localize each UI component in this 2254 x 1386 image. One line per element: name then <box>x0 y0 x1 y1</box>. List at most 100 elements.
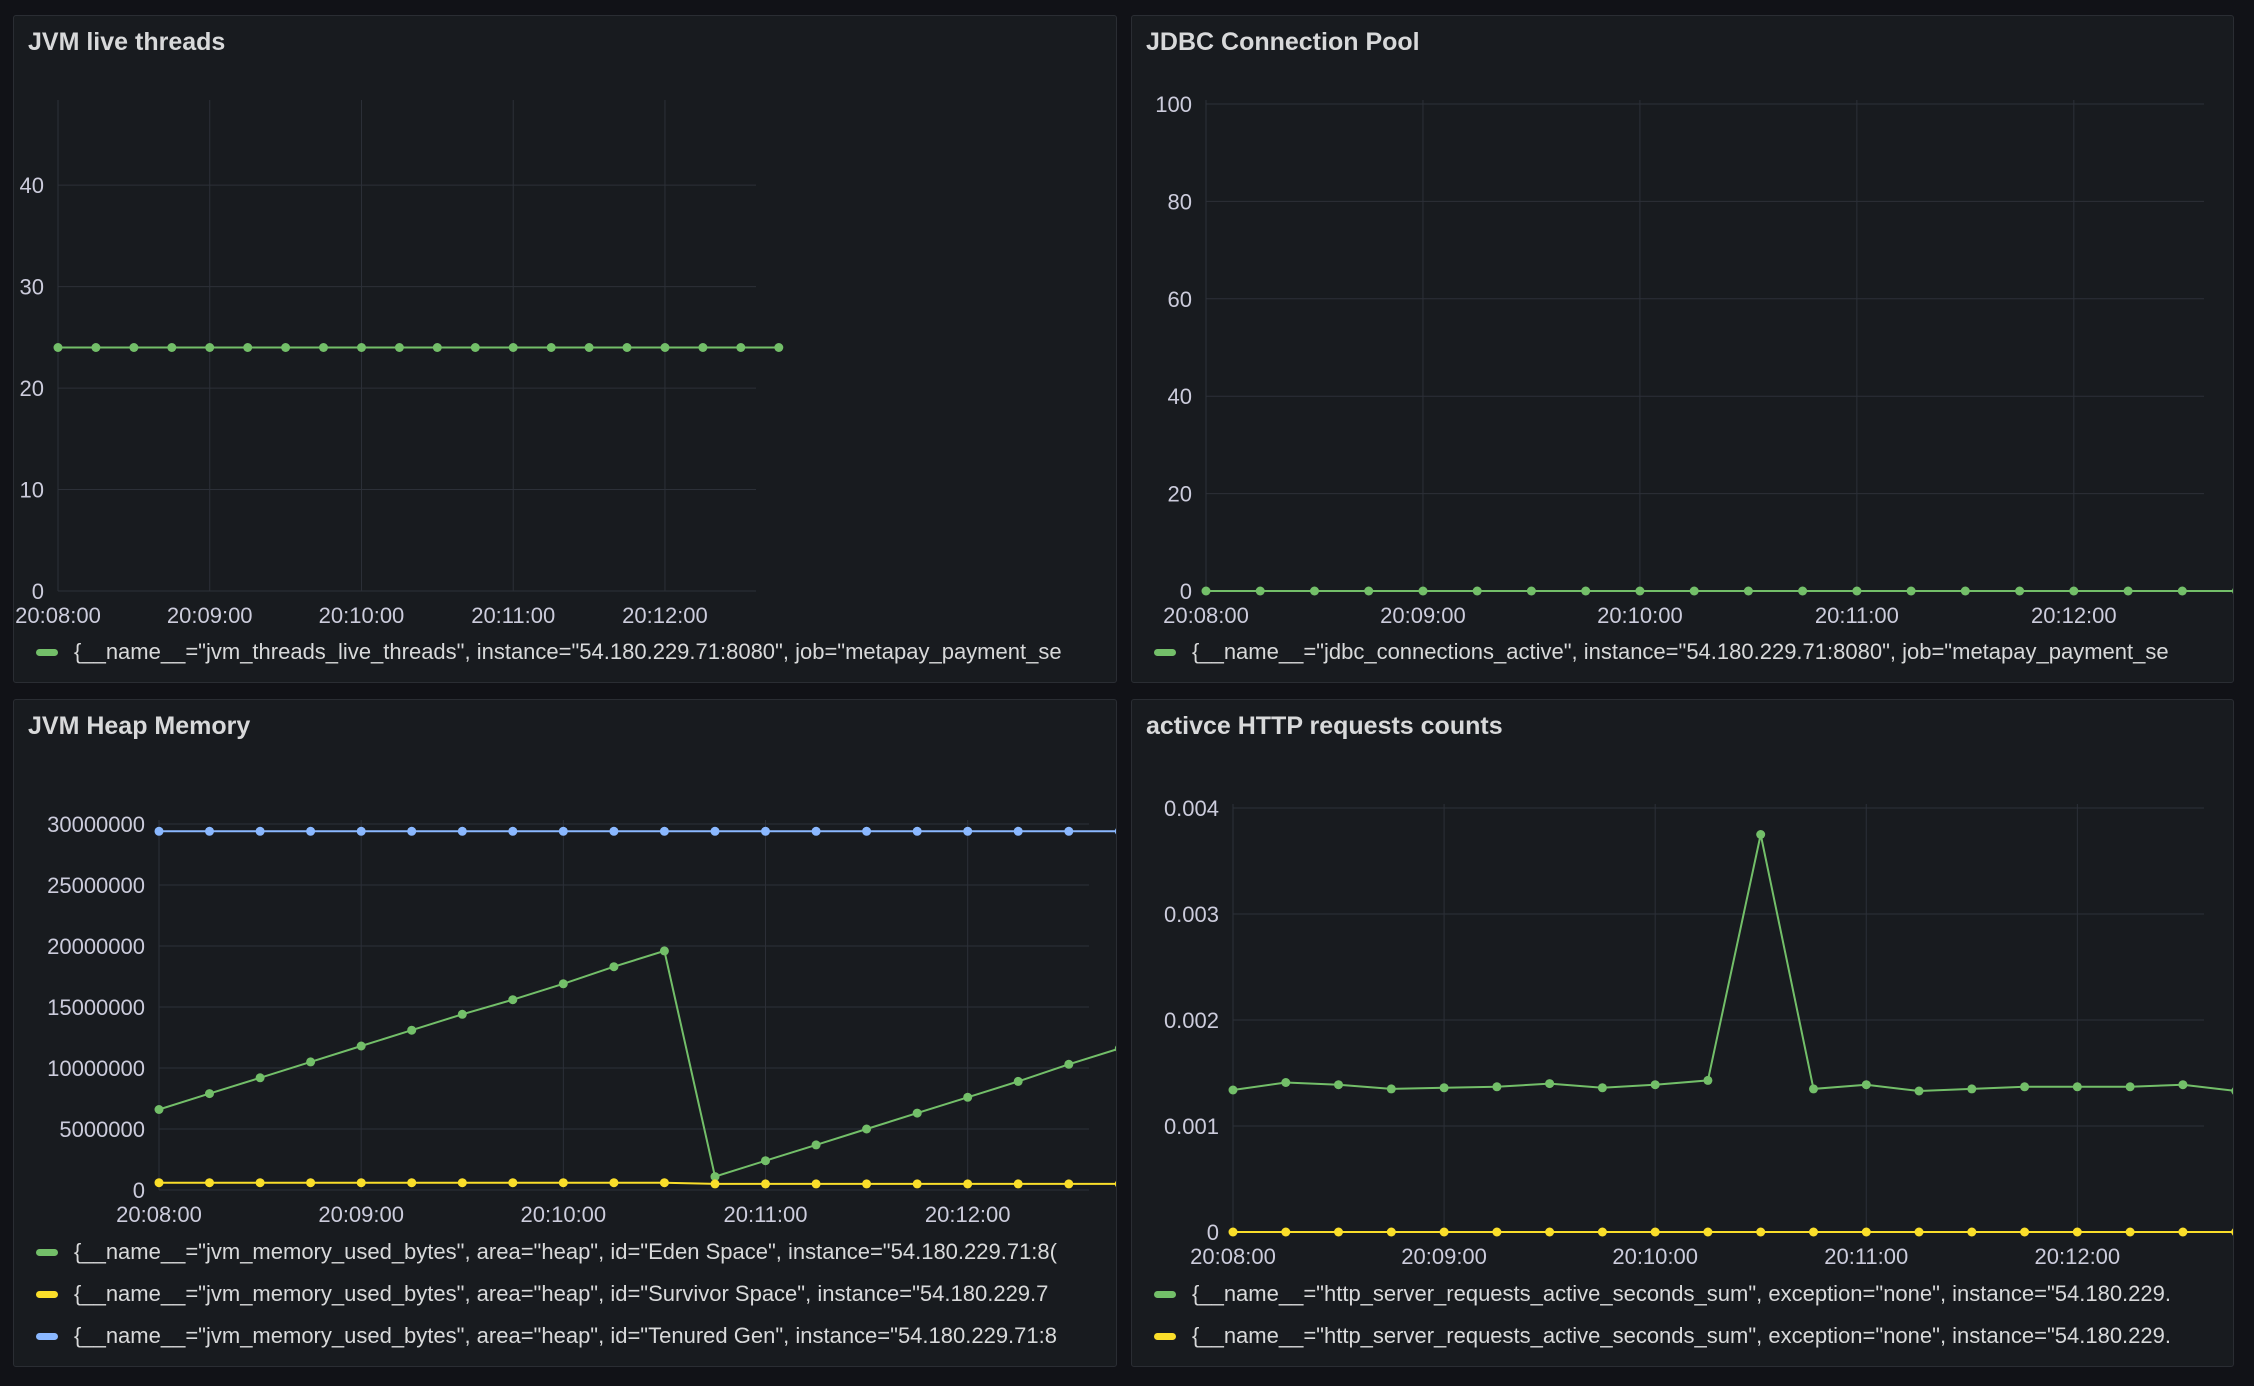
data-point <box>2072 1082 2082 1092</box>
legend-item[interactable]: {__name__="jvm_memory_used_bytes", area=… <box>36 1273 1116 1315</box>
data-point <box>811 1179 821 1189</box>
data-point <box>356 1041 366 1051</box>
data-point <box>2125 1227 2135 1237</box>
y-tick-label: 30000000 <box>47 812 145 837</box>
panel-jvm-heap-memory: JVM Heap Memory 0 5000000 10000000 15000000… <box>13 699 1117 1367</box>
data-point <box>609 1178 619 1188</box>
legend-swatch <box>36 1290 58 1298</box>
x-tick-label: 20:10:00 <box>1612 1244 1698 1269</box>
panel-jdbc-connection-pool: JDBC Connection Pool 0 20 40 60 80 100 20:08:0… <box>1131 15 2234 683</box>
chart-jvm-live-threads: 0 10 20 30 40 20:08:00 20:09:00 20:10:00 20:11:0… <box>15 100 784 628</box>
data-point <box>1545 1227 1555 1237</box>
legend-item[interactable]: {__name__="http_server_requests_active_s… <box>1154 1273 2233 1315</box>
legend-swatch <box>36 1248 58 1256</box>
legend-item[interactable]: {__name__="http_server_requests_active_s… <box>1154 1315 2233 1357</box>
legend-label: {__name__="jvm_threads_live_threads", in… <box>74 639 1062 664</box>
data-point <box>306 1178 316 1188</box>
chart-legend: {__name__="http_server_requests_active_s… <box>1154 1273 2233 1357</box>
data-point <box>1703 1227 1713 1237</box>
data-point <box>736 343 746 352</box>
y-tick-label: 100 <box>1155 92 1192 117</box>
data-point <box>1364 586 1374 596</box>
data-point <box>1064 1179 1074 1189</box>
legend-item[interactable]: {__name__="jvm_memory_used_bytes", area=… <box>36 1315 1116 1357</box>
data-point <box>1334 1227 1343 1237</box>
x-tick-label: 20:11:00 <box>724 1202 808 1227</box>
legend-item[interactable]: {__name__="jdbc_connections_active", ins… <box>1154 631 2233 673</box>
data-point <box>1386 1084 1396 1094</box>
y-tick-label: 0.002 <box>1164 1008 1219 1033</box>
data-point <box>963 1092 973 1102</box>
data-point <box>1064 1059 1074 1069</box>
data-point <box>912 1179 922 1189</box>
data-point <box>1914 1086 1924 1096</box>
panel-title[interactable]: JVM live threads <box>28 28 226 56</box>
data-point <box>2125 1082 2135 1092</box>
legend-label: {__name__="jvm_memory_used_bytes", area=… <box>74 1281 1049 1306</box>
panel-title[interactable]: activce HTTP requests counts <box>1146 712 1503 740</box>
data-point <box>1492 1227 1502 1237</box>
data-point <box>356 826 366 836</box>
series-line <box>155 949 1116 1178</box>
data-point <box>154 826 164 836</box>
data-point <box>622 343 632 352</box>
legend-item[interactable]: {__name__="jvm_threads_live_threads", in… <box>36 631 1116 673</box>
data-point <box>319 343 328 352</box>
legend-item[interactable]: {__name__="jvm_memory_used_bytes", area=… <box>36 1231 1116 1273</box>
data-point <box>761 1156 770 1166</box>
data-point <box>659 946 669 956</box>
data-point <box>407 826 417 836</box>
x-tick-label: 20:09:00 <box>318 1202 404 1227</box>
x-tick-label: 20:10:00 <box>319 603 405 628</box>
data-point <box>963 1179 973 1189</box>
data-point <box>1386 1227 1396 1237</box>
data-point <box>963 826 973 836</box>
data-point <box>1798 586 1808 596</box>
data-point <box>1064 826 1074 836</box>
x-tick-label: 20:10:00 <box>521 1202 607 1227</box>
data-point <box>659 1178 669 1188</box>
data-point <box>508 1178 518 1188</box>
data-point <box>457 1178 467 1188</box>
x-tick-label: 20:09:00 <box>167 603 253 628</box>
data-point <box>1013 1076 1023 1086</box>
y-tick-label: 20 <box>1168 482 1192 507</box>
data-point <box>1861 1227 1871 1237</box>
data-point <box>761 826 770 836</box>
data-point <box>1650 1227 1660 1237</box>
data-point <box>1114 1045 1116 1052</box>
chart-jdbc-connection-pool: 0 20 40 60 80 100 20:08:00 20:09:00 20:10:00 20:1… <box>1155 92 2233 628</box>
data-point <box>1756 830 1766 839</box>
data-point <box>281 343 291 352</box>
data-point <box>1545 1079 1555 1089</box>
panel-title[interactable]: JDBC Connection Pool <box>1146 28 1420 56</box>
panel-title[interactable]: JVM Heap Memory <box>28 712 251 740</box>
data-point <box>306 826 316 836</box>
y-tick-label: 30 <box>20 275 44 300</box>
x-tick-label: 20:08:00 <box>116 1202 202 1227</box>
y-tick-label: 10000000 <box>47 1056 145 1081</box>
data-point <box>129 343 139 352</box>
data-point <box>862 826 872 836</box>
panel-jvm-live-threads: JVM live threads 0 10 20 30 40 20:08:00 20:09:… <box>13 15 1117 683</box>
y-tick-label: 20000000 <box>47 934 145 959</box>
legend-label: {__name__="jvm_memory_used_bytes", area=… <box>74 1323 1057 1348</box>
data-point <box>659 826 669 836</box>
chart-active-http-requests: 0 0.001 0.002 0.003 0.004 20:08:00 20:09:00 20:… <box>1164 796 2233 1269</box>
data-point <box>1013 826 1023 836</box>
data-point <box>1255 586 1265 596</box>
data-point <box>255 1178 265 1188</box>
data-point <box>2069 586 2079 596</box>
data-point <box>1689 586 1699 596</box>
data-point <box>1281 1227 1291 1237</box>
data-point <box>255 826 265 836</box>
data-point <box>2020 1082 2030 1092</box>
legend-label: {__name__="http_server_requests_active_s… <box>1192 1281 2171 1306</box>
y-tick-label: 40 <box>1168 384 1192 409</box>
chart-jvm-heap-memory: 0 5000000 10000000 15000000 20000000 25000000… <box>47 812 1116 1227</box>
data-point <box>1334 1080 1343 1090</box>
series-line <box>155 1181 1116 1185</box>
data-point <box>432 343 442 352</box>
data-point <box>205 826 214 836</box>
data-point <box>1581 586 1591 596</box>
